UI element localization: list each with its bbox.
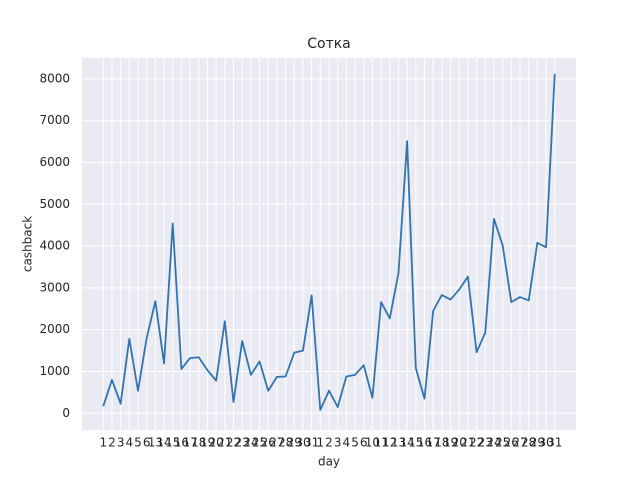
x-tick-label: 31 — [304, 436, 319, 450]
x-tick-label: 15 — [165, 436, 180, 450]
x-tick-label: 25 — [252, 436, 267, 450]
x-tick-label: 18 — [434, 436, 449, 450]
x-tick-label: 5 — [134, 436, 142, 450]
x-tick-label: 22 — [226, 436, 241, 450]
x-tick-label: 26 — [261, 436, 276, 450]
x-axis-label: day — [318, 455, 340, 469]
x-tick-label: 20 — [208, 436, 223, 450]
x-tick-label: 5 — [351, 436, 359, 450]
x-tick-label: 30 — [538, 436, 553, 450]
y-tick-label: 1000 — [39, 364, 70, 378]
x-tick-label: 26 — [504, 436, 519, 450]
x-tick-label: 24 — [486, 436, 501, 450]
x-tick-label: 23 — [235, 436, 250, 450]
x-tick-label: 19 — [200, 436, 215, 450]
x-tick-label: 3 — [117, 436, 125, 450]
x-tick-label: 3 — [334, 436, 342, 450]
x-tick-label: 15 — [408, 436, 423, 450]
x-tick-label: 23 — [478, 436, 493, 450]
x-tick-label: 10 — [365, 436, 380, 450]
x-tick-label: 19 — [443, 436, 458, 450]
x-tick-label: 17 — [182, 436, 197, 450]
x-tick-label: 18 — [191, 436, 206, 450]
y-tick-label: 5000 — [39, 197, 70, 211]
x-tick-label: 21 — [217, 436, 232, 450]
y-tick-label: 0 — [62, 406, 70, 420]
x-tick-label: 20 — [452, 436, 467, 450]
y-tick-label: 3000 — [39, 280, 70, 294]
x-tick-label: 31 — [547, 436, 562, 450]
x-tick-label: 16 — [417, 436, 432, 450]
y-tick-label: 4000 — [39, 239, 70, 253]
x-tick-label: 4 — [343, 436, 351, 450]
x-tick-label: 21 — [460, 436, 475, 450]
y-axis-label: cashback — [21, 216, 35, 272]
x-tick-label: 27 — [269, 436, 284, 450]
y-tick-label: 7000 — [39, 113, 70, 127]
x-tick-label: 29 — [530, 436, 545, 450]
x-tick-label: 12 — [382, 436, 397, 450]
x-tick-label: 11 — [373, 436, 388, 450]
x-tick-label: 25 — [495, 436, 510, 450]
x-tick-label: 13 — [148, 436, 163, 450]
x-tick-label: 14 — [156, 436, 171, 450]
x-tick-label: 6 — [143, 436, 151, 450]
x-tick-label: 2 — [325, 436, 333, 450]
line — [102, 73, 556, 411]
x-tick-label: 6 — [360, 436, 368, 450]
y-tick-label: 6000 — [39, 155, 70, 169]
y-tick-label: 2000 — [39, 322, 70, 336]
x-tick-label: 30 — [295, 436, 310, 450]
x-tick-label: 1 — [316, 436, 324, 450]
x-tick-label: 16 — [174, 436, 189, 450]
x-tick-label: 28 — [521, 436, 536, 450]
y-tick-label: 8000 — [39, 71, 70, 85]
x-tick-label: 14 — [399, 436, 414, 450]
x-tick-label: 22 — [469, 436, 484, 450]
x-tick-label: 17 — [426, 436, 441, 450]
x-tick-label: 4 — [125, 436, 133, 450]
x-tick-label: 13 — [391, 436, 406, 450]
x-tick-label: 1 — [99, 436, 107, 450]
x-tick-label: 24 — [243, 436, 258, 450]
chart-title: Сотка — [307, 36, 351, 52]
x-tick-label: 29 — [287, 436, 302, 450]
x-tick-label: 2 — [108, 436, 116, 450]
x-tick-label: 28 — [278, 436, 293, 450]
x-tick-label: 27 — [512, 436, 527, 450]
